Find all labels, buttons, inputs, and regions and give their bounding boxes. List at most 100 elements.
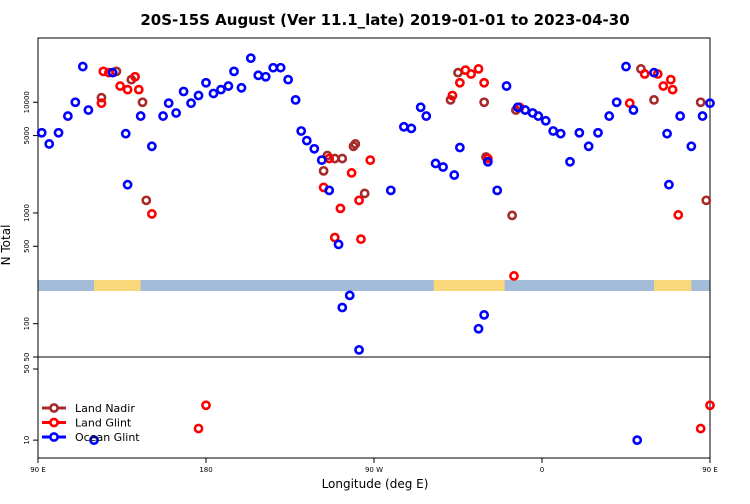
ocean-glint-point — [260, 71, 271, 82]
ocean-glint-point — [430, 158, 441, 169]
legend-marker — [49, 417, 59, 428]
ocean-glint-point — [449, 170, 460, 180]
ocean-glint-point — [53, 127, 64, 138]
land-glint-point — [193, 423, 204, 434]
land-glint-point — [473, 64, 484, 74]
ocean-glint-point — [309, 143, 320, 154]
y-tick-label: 50 — [23, 353, 31, 362]
ocean-glint-point — [208, 88, 219, 99]
land-glint-point — [146, 209, 157, 219]
ocean-band — [38, 280, 710, 291]
land-glint-point — [335, 203, 346, 214]
y-tick-label: 10 — [23, 436, 31, 445]
y-tick-label: 10000 — [23, 91, 31, 113]
land-glint-point — [624, 98, 635, 109]
ocean-glint-point — [77, 61, 88, 72]
ocean-glint-point — [62, 111, 73, 121]
ocean-glint-point — [675, 111, 686, 121]
ocean-glint-point — [548, 126, 559, 136]
ocean-glint-point — [621, 61, 631, 72]
ocean-glint-point — [454, 142, 465, 153]
ocean-glint-point — [229, 66, 239, 77]
ocean-glint-point — [163, 98, 174, 109]
land-nadir-point — [695, 97, 706, 108]
ocean-glint-point — [158, 111, 168, 121]
ocean-glint-point — [44, 139, 55, 149]
ocean-glint-point — [555, 128, 566, 139]
land-nadir-point — [141, 195, 152, 206]
ocean-glint-point — [268, 62, 279, 73]
ocean-glint-point — [611, 97, 622, 108]
x-tick-label: 0 — [540, 466, 544, 474]
land-band-segment — [654, 280, 692, 291]
y-tick-label: 1000 — [23, 204, 31, 222]
ocean-glint-point — [201, 77, 211, 88]
land-glint-point — [466, 69, 476, 79]
y-tick-label: 50 — [23, 365, 31, 374]
land-band-segment — [433, 280, 505, 291]
land-glint-point — [447, 90, 458, 101]
ocean-glint-point — [283, 74, 294, 85]
ocean-glint-point — [301, 135, 312, 146]
land-glint-point — [201, 400, 211, 411]
land-glint-point — [122, 84, 133, 95]
land-glint-point — [115, 81, 126, 91]
ocean-glint-point — [697, 111, 708, 121]
land-glint-point — [658, 81, 669, 91]
ocean-glint-point — [354, 344, 364, 355]
land-nadir-point — [649, 94, 659, 105]
land-nadir-point — [453, 67, 463, 78]
x-tick-label: 180 — [199, 466, 212, 474]
ocean-glint-point — [604, 111, 615, 121]
ocean-glint-point — [628, 105, 639, 115]
ocean-glint-point — [398, 121, 409, 132]
ocean-glint-point — [344, 290, 355, 301]
ocean-glint-point — [193, 90, 204, 101]
ocean-glint-point — [36, 127, 47, 138]
ocean-glint-point — [662, 128, 672, 139]
ocean-glint-point — [171, 108, 182, 118]
x-axis-label: Longitude (deg E) — [322, 477, 429, 491]
ocean-glint-point — [705, 98, 715, 109]
land-glint-point — [665, 74, 676, 85]
ocean-glint-point — [520, 105, 531, 115]
ocean-glint-point — [146, 141, 157, 152]
ocean-glint-point — [223, 81, 234, 91]
land-nadir-point — [701, 195, 712, 206]
land-glint-point — [130, 71, 140, 82]
ocean-glint-point — [333, 239, 344, 250]
land-nadir-point — [350, 139, 361, 149]
land-glint-point — [346, 168, 357, 178]
y-tick-label: 500 — [23, 240, 31, 253]
ocean-glint-point — [438, 162, 448, 172]
ocean-glint-point — [421, 111, 432, 121]
ocean-glint-point — [482, 156, 493, 167]
ocean-glint-point — [540, 115, 551, 126]
y-tick-label: 100 — [23, 317, 31, 330]
legend-label: Ocean Glint — [75, 431, 140, 444]
y-tick-label: 5000 — [23, 127, 31, 145]
ocean-glint-point — [83, 105, 94, 115]
land-glint-point — [639, 69, 650, 79]
ocean-glint-point — [290, 94, 301, 105]
legend-label: Land Nadir — [75, 402, 135, 415]
legend-label: Land Glint — [75, 417, 132, 430]
ocean-glint-point — [316, 155, 327, 166]
ocean-glint-point — [70, 97, 81, 108]
ocean-glint-point — [479, 310, 490, 320]
ocean-glint-point — [186, 98, 196, 109]
ocean-glint-point — [415, 102, 426, 113]
land-glint-point — [96, 98, 107, 109]
chart-title: 20S-15S August (Ver 11.1_late) 2019-01-0… — [140, 11, 629, 29]
ocean-glint-point — [120, 128, 131, 139]
ocean-glint-point — [664, 179, 674, 190]
land-glint-point — [356, 234, 366, 245]
ocean-glint-point — [473, 323, 484, 334]
ocean-glint-point — [253, 70, 264, 81]
ocean-glint-point — [406, 123, 417, 134]
land-band-segment — [94, 280, 141, 291]
ocean-glint-point — [593, 127, 603, 138]
ocean-glint-point — [107, 67, 118, 78]
ocean-glint-point — [122, 179, 133, 190]
